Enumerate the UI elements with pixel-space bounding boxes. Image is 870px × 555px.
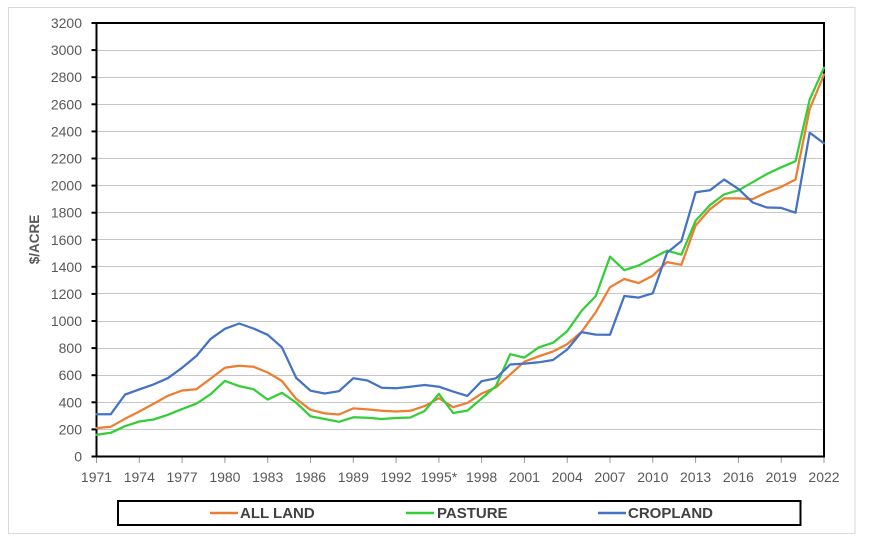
svg-text:PASTURE: PASTURE xyxy=(437,505,508,522)
svg-text:200: 200 xyxy=(59,421,83,437)
svg-text:$/ACRE: $/ACRE xyxy=(27,215,42,265)
svg-text:2200: 2200 xyxy=(51,151,82,167)
svg-text:0: 0 xyxy=(74,449,82,465)
svg-text:1998: 1998 xyxy=(466,469,497,485)
svg-text:3000: 3000 xyxy=(51,42,82,58)
svg-text:2400: 2400 xyxy=(51,123,82,139)
svg-text:1983: 1983 xyxy=(252,469,283,485)
svg-text:1992: 1992 xyxy=(381,469,412,485)
svg-text:1800: 1800 xyxy=(51,205,82,221)
svg-text:2019: 2019 xyxy=(766,469,797,485)
svg-text:2001: 2001 xyxy=(509,469,540,485)
svg-text:2000: 2000 xyxy=(51,178,82,194)
svg-text:3200: 3200 xyxy=(51,15,82,31)
svg-text:2010: 2010 xyxy=(637,469,668,485)
svg-text:1600: 1600 xyxy=(51,232,82,248)
svg-text:2016: 2016 xyxy=(723,469,754,485)
svg-text:2600: 2600 xyxy=(51,96,82,112)
svg-text:2004: 2004 xyxy=(552,469,583,485)
svg-text:1974: 1974 xyxy=(124,469,155,485)
svg-text:2013: 2013 xyxy=(680,469,711,485)
svg-text:1989: 1989 xyxy=(338,469,369,485)
svg-text:ALL LAND: ALL LAND xyxy=(240,505,315,522)
svg-text:600: 600 xyxy=(59,367,83,383)
svg-text:1995*: 1995* xyxy=(421,469,458,485)
svg-text:2022: 2022 xyxy=(808,469,839,485)
svg-text:2800: 2800 xyxy=(51,69,82,85)
svg-text:1980: 1980 xyxy=(209,469,240,485)
svg-text:1400: 1400 xyxy=(51,259,82,275)
svg-text:2007: 2007 xyxy=(594,469,625,485)
svg-text:1977: 1977 xyxy=(167,469,198,485)
svg-text:1986: 1986 xyxy=(295,469,326,485)
svg-text:400: 400 xyxy=(59,394,83,410)
svg-text:1000: 1000 xyxy=(51,313,82,329)
svg-text:1200: 1200 xyxy=(51,286,82,302)
svg-text:CROPLAND: CROPLAND xyxy=(628,505,713,522)
svg-text:1971: 1971 xyxy=(81,469,112,485)
svg-text:800: 800 xyxy=(59,340,83,356)
